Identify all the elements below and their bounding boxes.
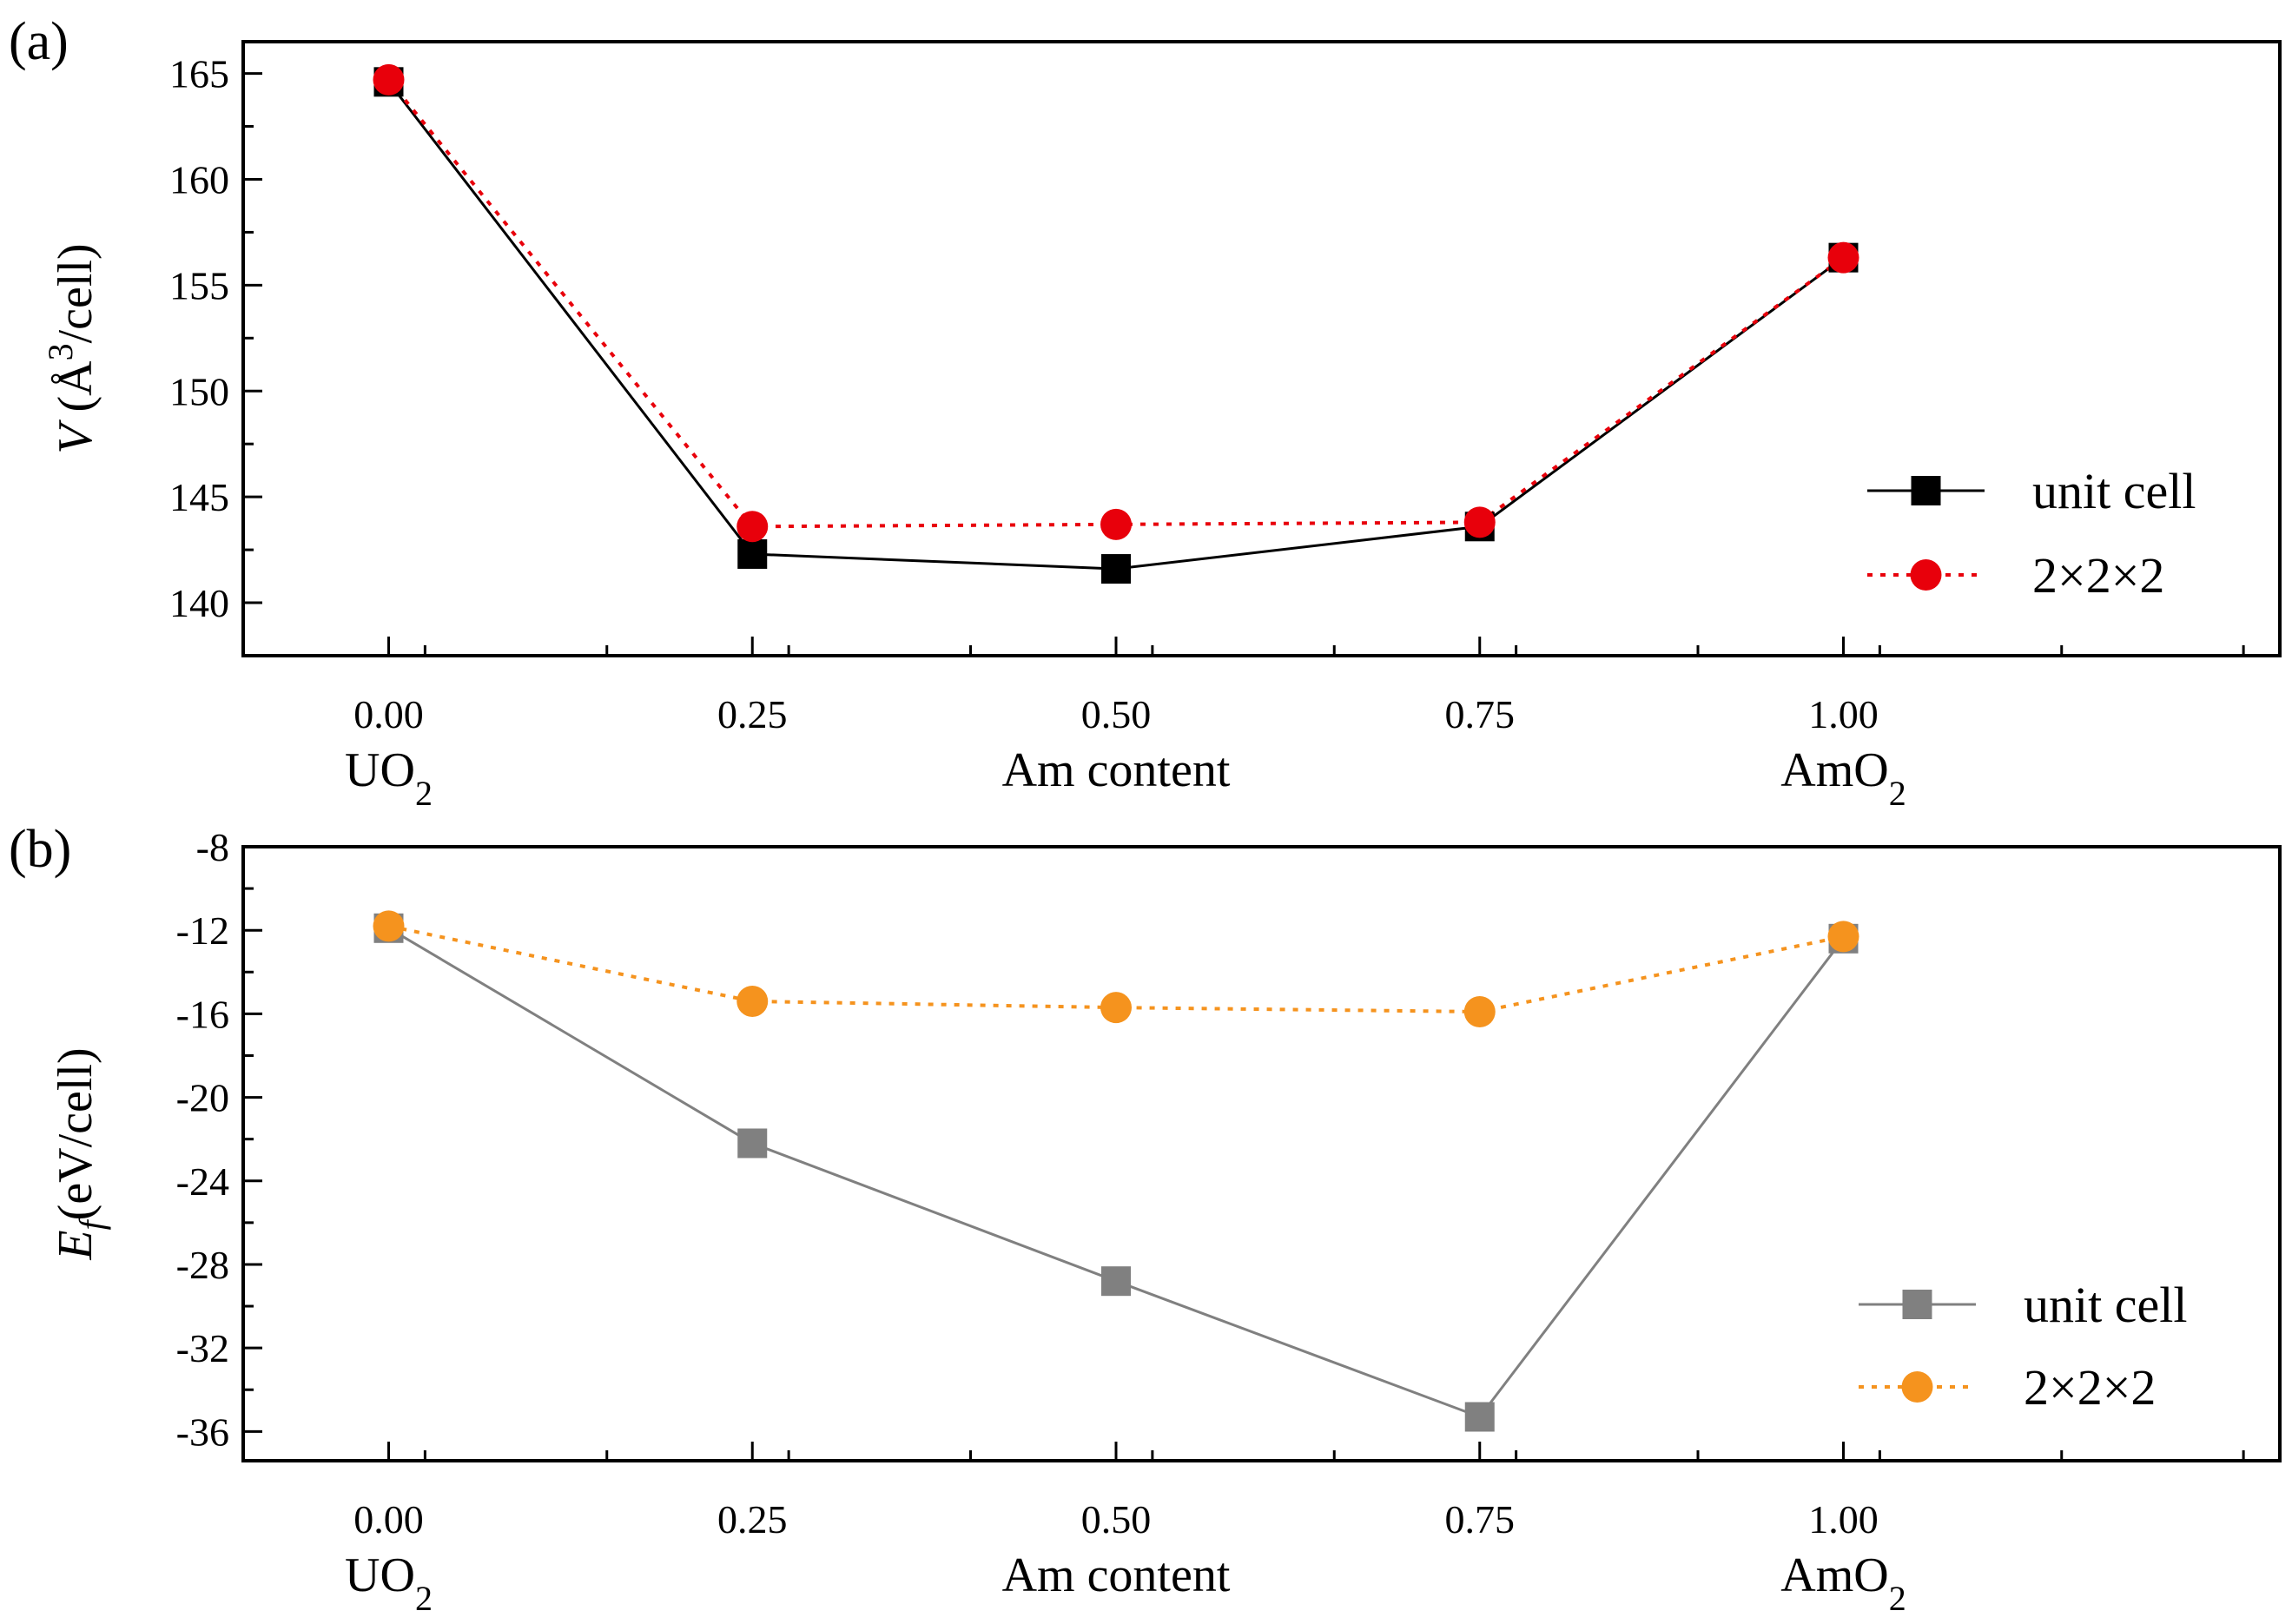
- y-tick-label: 155: [169, 263, 229, 307]
- series-line-unit-cell: [387, 81, 1845, 571]
- y-tick-label: 145: [169, 475, 229, 519]
- y-tick-label: 150: [169, 369, 229, 413]
- y-axis-symbol: V: [49, 419, 102, 454]
- y-tick-label: -24: [176, 1159, 229, 1204]
- y-axis-unit: (eV/cell): [49, 1047, 102, 1220]
- y-tick-label: -32: [176, 1326, 229, 1370]
- x-tick-label: 0.00: [353, 692, 424, 736]
- data-point-2x2x2: [1100, 508, 1132, 540]
- y-axis-unit-tail: /cell): [49, 243, 102, 343]
- legend-marker-circle: [1901, 1371, 1933, 1403]
- y-tick-label: 160: [169, 157, 229, 201]
- y-tick-label: -20: [176, 1076, 229, 1120]
- series-line-2x2x2: [388, 924, 1844, 1013]
- x-tick-label: 1.00: [1808, 692, 1879, 736]
- x-tick-label: 0.75: [1445, 1497, 1516, 1541]
- x-tick-label: 0.25: [717, 692, 788, 736]
- y-axis-unit: (Å: [49, 360, 102, 413]
- data-point-2x2x2: [736, 511, 769, 543]
- endpoint-label: UO2: [345, 1548, 433, 1618]
- chart-panel-b: (b) -36 -32 -28 -24 -20 -16 -12 -8 0.00 0.25 0.50 0.…: [9, 820, 2282, 1618]
- y-tick-label: -16: [176, 992, 229, 1036]
- data-point-unit-cell: [1101, 1266, 1131, 1297]
- y-tick-label: -12: [176, 908, 229, 953]
- endpoint-label-main: AmO: [1780, 1548, 1888, 1602]
- endpoint-label: AmO2: [1780, 1548, 1906, 1618]
- data-point-2x2x2: [1827, 241, 1859, 274]
- x-axis-title: Am content: [1002, 1548, 1231, 1602]
- endpoint-label-sub: 2: [1889, 1579, 1906, 1618]
- plot-frame: [241, 40, 2282, 657]
- legend: unit cell 2×2×2: [1867, 463, 2196, 604]
- panel-label: (a): [9, 12, 69, 71]
- data-point-2x2x2: [1827, 921, 1859, 953]
- y-axis-title: Ef(eV/cell): [49, 1047, 111, 1260]
- data-point-unit-cell: [1464, 1402, 1495, 1432]
- x-tick-label: 0.00: [353, 1497, 424, 1541]
- y-tick-label: -8: [196, 825, 229, 869]
- endpoint-label-sub: 2: [1889, 774, 1906, 813]
- x-tick-label: 1.00: [1808, 1497, 1879, 1541]
- x-axis-title: Am content: [1002, 743, 1231, 797]
- endpoint-label: UO2: [345, 743, 433, 813]
- legend-marker-circle: [1910, 559, 1942, 591]
- y-axis-title: V (Å3/cell): [41, 243, 102, 453]
- data-point-unit-cell: [1101, 554, 1131, 584]
- series-line-2x2x2: [386, 78, 1845, 529]
- y-axis-superscript: 3: [41, 343, 80, 360]
- y-tick-label: -28: [176, 1243, 229, 1287]
- chart-panel-a: (a) 140 145 150 155 160 165 0.00 0.25 0.50 0.75 1.0…: [9, 12, 2282, 813]
- endpoint-label-main: AmO: [1780, 743, 1888, 797]
- data-point-2x2x2: [1100, 992, 1132, 1024]
- legend-marker-square: [1902, 1290, 1932, 1319]
- legend: unit cell 2×2×2: [1859, 1277, 2187, 1416]
- legend-label: unit cell: [2024, 1277, 2187, 1333]
- y-tick-label: 165: [169, 52, 229, 96]
- endpoint-label-sub: 2: [415, 1579, 433, 1618]
- data-point-unit-cell: [737, 1128, 768, 1159]
- legend-marker-square: [1911, 476, 1941, 505]
- x-tick-label: 0.75: [1445, 692, 1516, 736]
- data-point-2x2x2: [1463, 506, 1496, 538]
- panel-label: (b): [9, 820, 71, 879]
- endpoint-label-main: UO: [345, 1548, 415, 1602]
- y-tick-label: 140: [169, 581, 229, 625]
- legend-label: 2×2×2: [2032, 547, 2164, 604]
- data-point-unit-cell: [737, 538, 768, 569]
- endpoint-label-main: UO: [345, 743, 415, 797]
- endpoint-label-sub: 2: [415, 774, 433, 813]
- endpoint-label: AmO2: [1780, 743, 1906, 813]
- data-point-2x2x2: [373, 63, 405, 96]
- legend-label: unit cell: [2032, 463, 2196, 519]
- data-point-2x2x2: [373, 910, 405, 942]
- y-tick-label: -36: [176, 1409, 229, 1454]
- legend-label: 2×2×2: [2024, 1359, 2156, 1416]
- plot-frame: [241, 845, 2282, 1462]
- data-point-2x2x2: [736, 985, 769, 1017]
- x-tick-label: 0.50: [1081, 692, 1152, 736]
- x-tick-label: 0.50: [1081, 1497, 1152, 1541]
- y-axis-symbol: E: [49, 1230, 102, 1260]
- x-tick-label: 0.25: [717, 1497, 788, 1541]
- data-point-2x2x2: [1463, 995, 1496, 1027]
